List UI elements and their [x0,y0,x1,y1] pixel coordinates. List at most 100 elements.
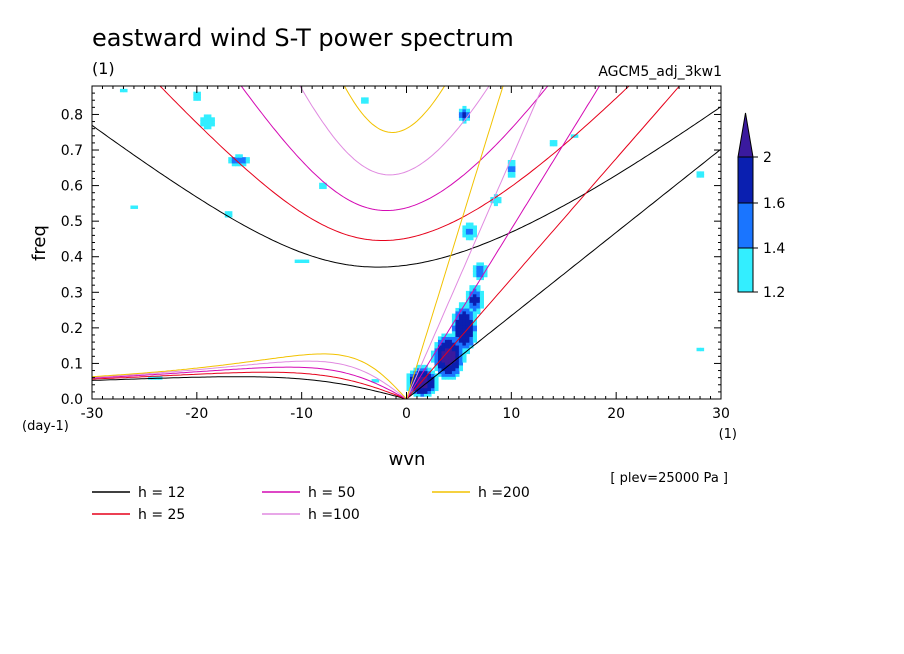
contour-cell [469,231,474,235]
contour-cell [455,367,460,372]
rossby-wave-curve [92,353,407,399]
y-tick-label: 0.2 [61,321,83,337]
contour-cell [434,362,439,366]
contour-cell [472,293,477,298]
contour-cell [469,339,474,343]
contour-cell [462,327,467,332]
contour-cell [451,313,457,318]
contour-cell [409,373,415,377]
contour-cell [444,339,450,343]
contour-cell [469,222,474,227]
contour-cell [469,228,474,232]
y-axis-label: freq [29,225,50,261]
contour-cell [423,393,429,397]
contour-cell [319,182,324,187]
contour-cell [203,120,208,124]
contour-cell [444,333,450,337]
contour-cell [455,333,460,337]
contour-cell [469,330,474,335]
contour-cell [441,359,446,363]
contour-cell [493,199,498,204]
contour-cell [462,231,467,235]
contour-cell [469,236,474,241]
contour-cell [462,313,467,318]
contour-cell [696,171,701,175]
contour-cell [455,359,460,363]
contour-cell [465,347,470,352]
contour-cell [375,379,380,383]
contour-cell [469,325,474,329]
contour-cell [479,293,484,298]
contour-cell [196,91,201,96]
contour-cell [451,319,457,323]
contour-cell [420,376,425,380]
contour-cell [479,299,484,303]
contour-cell [472,339,477,343]
contour-cell [203,114,208,118]
contour-cell [451,370,457,374]
contour-cell [301,259,306,264]
contour-cell [448,342,453,346]
contour-cell [448,347,453,352]
contour-cell [511,171,516,175]
contour-cell [448,333,453,337]
contour-cell [434,353,439,357]
x-tick-label: -10 [290,406,313,422]
contour-cell [238,154,243,158]
contour-cell [451,325,457,329]
contour-cell [455,330,460,335]
contour-cell [196,97,201,101]
contour-cell [406,373,411,377]
contour-cell [444,344,450,349]
y-tick-label: 0.1 [61,356,83,372]
contour-cell [476,288,481,292]
contour-cell [448,336,453,340]
x-tick-label: -30 [81,406,104,422]
contour-cell [479,296,484,301]
contour-cell [413,384,418,389]
contour-cell [441,370,446,374]
contour-cell [413,393,418,397]
contour-cell [245,157,250,161]
y-tick-label: 0.7 [61,143,83,159]
contour-cell [119,88,125,93]
contour-cell [228,157,233,161]
contour-cell [451,350,457,355]
contour-cell [413,370,418,374]
contour-cell [235,157,240,161]
contour-cell [430,384,436,389]
contour-cell [465,302,470,306]
contour-cell [458,325,464,329]
contour-cell [462,359,467,363]
contour-cell [465,228,470,232]
contour-cell [203,117,208,121]
contour-cell [437,336,443,340]
contour-cell [462,114,467,118]
contour-cell [437,356,443,360]
contour-cell [472,228,477,232]
contour-cell [497,196,502,201]
gravity-wave-curve [159,86,630,241]
contour-cell [472,333,477,337]
contour-cell [441,342,446,346]
contour-cell [570,134,575,138]
contour-cell [465,310,470,315]
contour-cell [472,310,477,315]
contour-cell [465,236,470,241]
contour-cell [696,347,701,352]
contour-cell [451,342,457,346]
contour-cell [458,327,464,332]
contour-cell [434,384,439,389]
contour-cell [476,285,481,289]
contour-cell [483,265,488,269]
contour-cell [462,322,467,326]
contour-cell [130,205,135,209]
x-axis-unit: (1) [719,427,737,442]
contour-cell [462,105,467,110]
contour-cell [469,313,474,318]
contour-cell [476,290,481,295]
contour-cell [472,290,477,295]
contour-cell [462,310,467,315]
contour-cell [444,347,450,352]
contour-cell [465,322,470,326]
